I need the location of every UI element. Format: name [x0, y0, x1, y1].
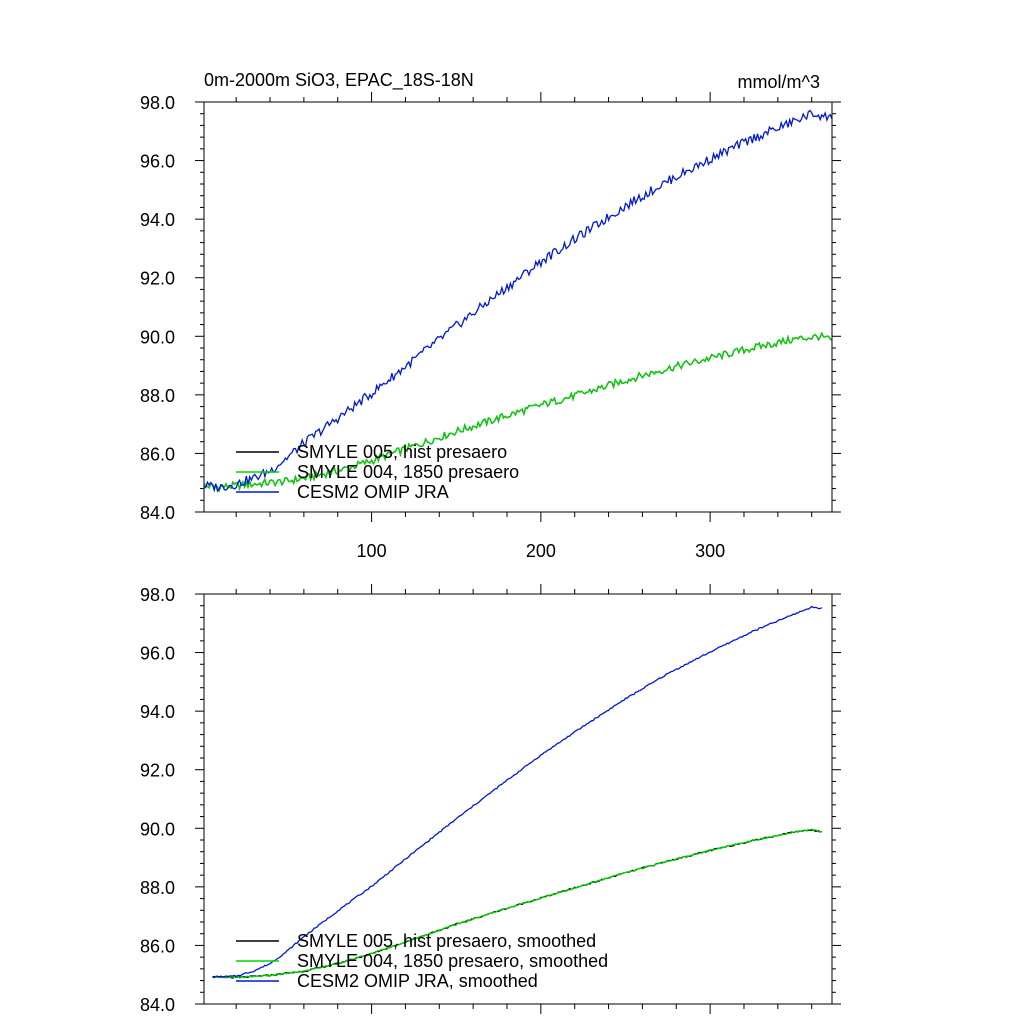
units-label: mmol/m^3 — [738, 72, 820, 92]
axes-ticks — [195, 584, 841, 1014]
plot-frame — [203, 593, 833, 1005]
x-tick-label: 100 — [357, 541, 387, 561]
y-tick-label: 90.0 — [140, 819, 175, 839]
legend: SMYLE 005, hist presaero, smoothedSMYLE … — [236, 931, 608, 991]
x-tick-labels: 100 200 300 — [357, 541, 726, 561]
series-lines — [203, 109, 833, 493]
y-tick-label: 92.0 — [140, 269, 175, 289]
series-line-3 — [212, 605, 823, 979]
series-line-2 — [212, 828, 822, 979]
series-line-2 — [203, 331, 833, 493]
x-tick-label: 200 — [526, 541, 556, 561]
bottom-panel: 84.0 86.0 88.0 90.0 92.0 94.0 96.0 98.0 SMYLE 0… — [140, 584, 841, 1015]
y-tick-label: 98.0 — [140, 93, 175, 113]
y-tick-label: 94.0 — [140, 210, 175, 230]
legend-label: SMYLE 005, hist presaero, smoothed — [297, 931, 596, 951]
axes-ticks — [195, 92, 841, 522]
y-tick-label: 98.0 — [140, 585, 175, 605]
legend-label: SMYLE 005, hist presaero — [297, 442, 507, 462]
y-tick-label: 86.0 — [140, 936, 175, 956]
legend-label: SMYLE 004, 1850 presaero, smoothed — [297, 951, 608, 971]
x-tick-label: 300 — [695, 541, 725, 561]
y-tick-label: 90.0 — [140, 327, 175, 347]
y-tick-labels: 84.0 86.0 88.0 90.0 92.0 94.0 96.0 98.0 — [140, 585, 175, 1015]
y-tick-label: 96.0 — [140, 152, 175, 172]
y-tick-labels: 84.0 86.0 88.0 90.0 92.0 94.0 96.0 98.0 — [140, 93, 175, 523]
y-tick-label: 96.0 — [140, 644, 175, 664]
legend-label: SMYLE 004, 1850 presaero — [297, 462, 519, 482]
series-line-3 — [203, 109, 833, 493]
y-tick-label: 88.0 — [140, 386, 175, 406]
y-tick-label: 92.0 — [140, 761, 175, 781]
legend-label: CESM2 OMIP JRA — [297, 482, 449, 502]
plot-frame — [203, 101, 833, 513]
y-tick-label: 94.0 — [140, 702, 175, 722]
chart-title: 0m-2000m SiO3, EPAC_18S-18N — [204, 70, 474, 91]
y-tick-label: 84.0 — [140, 503, 175, 523]
y-tick-label: 86.0 — [140, 444, 175, 464]
y-tick-label: 84.0 — [140, 995, 175, 1015]
top-panel: 0m-2000m SiO3, EPAC_18S-18N mmol/m^3 84.… — [140, 70, 841, 561]
legend-label: CESM2 OMIP JRA, smoothed — [297, 971, 538, 991]
series-lines — [212, 605, 823, 979]
y-tick-label: 88.0 — [140, 878, 175, 898]
